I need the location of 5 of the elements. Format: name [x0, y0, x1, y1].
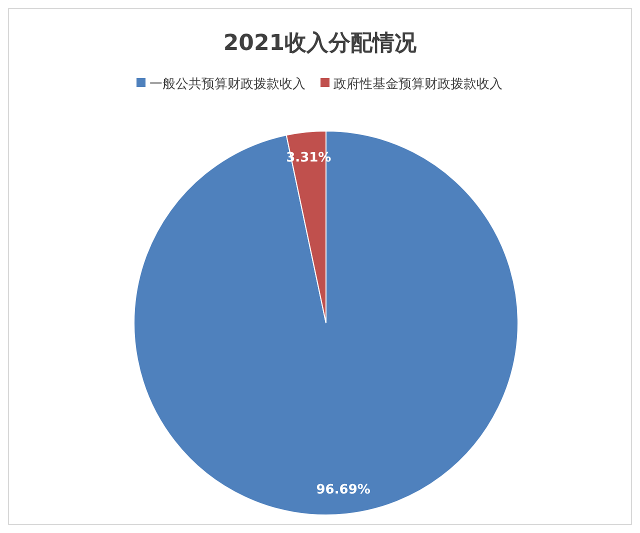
legend-label: 一般公共预算财政拨款收入: [150, 77, 306, 92]
legend-label: 政府性基金预算财政拨款收入: [334, 76, 502, 92]
data-label: 96.69%: [316, 482, 370, 498]
pie-slice: [134, 130, 518, 516]
chart-title: 2021收入分配情况: [223, 31, 418, 56]
